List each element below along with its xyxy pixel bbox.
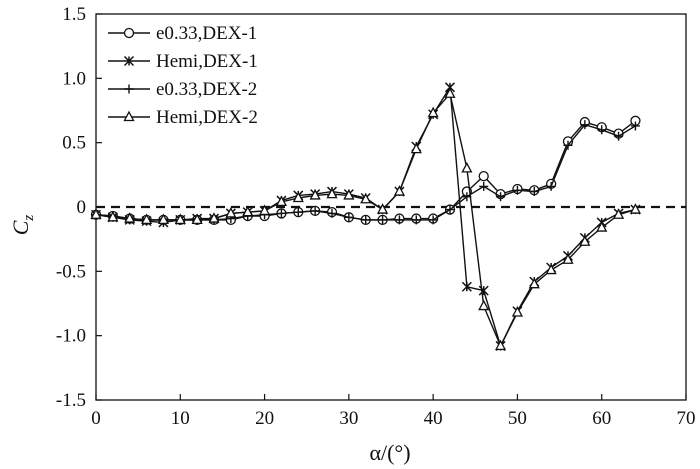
- legend-label: Hemi,DEX-1: [156, 51, 258, 72]
- legend-label: e0.33,DEX-2: [156, 79, 257, 100]
- data-point: [258, 204, 271, 216]
- data-point: [546, 181, 556, 191]
- data-point: [512, 185, 522, 195]
- y-tick-label: -0.5: [56, 261, 86, 282]
- data-point: [597, 125, 607, 135]
- data-point: [344, 212, 354, 222]
- data-point: [107, 210, 119, 222]
- legend-label: Hemi,DEX-2: [156, 107, 258, 128]
- data-point: [276, 208, 286, 218]
- y-axis-label: Cz: [8, 215, 37, 236]
- legend-label: e0.33,DEX-1: [156, 23, 257, 44]
- x-tick-label: 20: [255, 408, 274, 429]
- data-point: [445, 205, 455, 215]
- data-point: [580, 120, 590, 130]
- data-point: [478, 285, 489, 296]
- data-point: [157, 213, 170, 225]
- data-point: [494, 339, 507, 351]
- data-point: [411, 215, 421, 225]
- legend-marker: [124, 84, 134, 94]
- data-point: [612, 208, 625, 219]
- y-axis-label-subscript: z: [21, 215, 37, 222]
- data-point: [242, 205, 254, 217]
- data-point: [528, 277, 540, 289]
- svg-text:Cz: Cz: [8, 215, 37, 236]
- series-3: [91, 120, 640, 225]
- legend-item: e0.33,DEX-1: [108, 23, 257, 44]
- x-tick-label: 50: [508, 408, 527, 429]
- x-tick-label: 60: [592, 408, 611, 429]
- data-point: [376, 203, 389, 214]
- x-tick-label: 0: [91, 408, 101, 429]
- x-axis-label: α/(°): [369, 440, 410, 465]
- data-point: [174, 213, 186, 225]
- data-point: [563, 140, 573, 150]
- y-tick-label: 0: [77, 197, 87, 218]
- x-tick-label: 40: [424, 408, 443, 429]
- data-point: [461, 162, 473, 173]
- legend-item: e0.33,DEX-2: [108, 79, 257, 100]
- data-point: [393, 185, 406, 196]
- legend-marker: [123, 110, 135, 122]
- x-tick-label: 30: [339, 408, 358, 429]
- data-point: [208, 212, 220, 223]
- data-point: [327, 208, 337, 218]
- data-point: [124, 212, 136, 223]
- x-tick-label: 10: [171, 408, 190, 429]
- data-point: [310, 206, 320, 216]
- legend-item: Hemi,DEX-2: [108, 107, 258, 128]
- data-point: [496, 192, 506, 202]
- data-point: [309, 189, 321, 200]
- data-point: [326, 187, 338, 199]
- series-line: [95, 120, 636, 221]
- series-line: [95, 123, 636, 221]
- data-point: [394, 215, 404, 225]
- data-point: [596, 221, 608, 232]
- data-point: [629, 203, 642, 214]
- data-point: [478, 170, 489, 182]
- data-point: [562, 253, 574, 264]
- data-point: [225, 207, 237, 218]
- data-point: [427, 106, 439, 118]
- data-point: [343, 189, 355, 200]
- data-point: [478, 299, 490, 311]
- y-tick-label: 1.0: [62, 68, 86, 89]
- y-tick-label: 1.5: [62, 4, 86, 25]
- data-point: [293, 207, 303, 217]
- data-point: [428, 215, 438, 225]
- data-point: [511, 306, 524, 317]
- data-point: [529, 187, 539, 197]
- data-point: [90, 208, 102, 219]
- data-point: [361, 215, 371, 225]
- data-point: [140, 213, 153, 225]
- data-point: [191, 213, 203, 225]
- data-point: [461, 281, 472, 292]
- legend-marker: [123, 55, 135, 67]
- x-tick-label: 70: [677, 408, 696, 429]
- y-tick-label: -1.5: [56, 390, 86, 411]
- data-point: [275, 195, 288, 207]
- data-point: [630, 121, 640, 131]
- data-point: [545, 263, 557, 275]
- data-point: [410, 142, 422, 154]
- series-4: [90, 87, 642, 351]
- data-point: [292, 191, 304, 203]
- data-point: [444, 87, 456, 98]
- data-point: [579, 235, 591, 246]
- y-axis-label-main: C: [8, 220, 33, 235]
- data-point: [360, 192, 372, 204]
- data-point: [614, 131, 624, 141]
- legend-marker: [123, 27, 135, 39]
- y-tick-label: 0.5: [62, 133, 86, 154]
- data-point: [479, 181, 489, 191]
- legend-item: Hemi,DEX-1: [108, 51, 258, 72]
- y-tick-label: -1.0: [56, 326, 86, 347]
- data-point: [378, 215, 388, 225]
